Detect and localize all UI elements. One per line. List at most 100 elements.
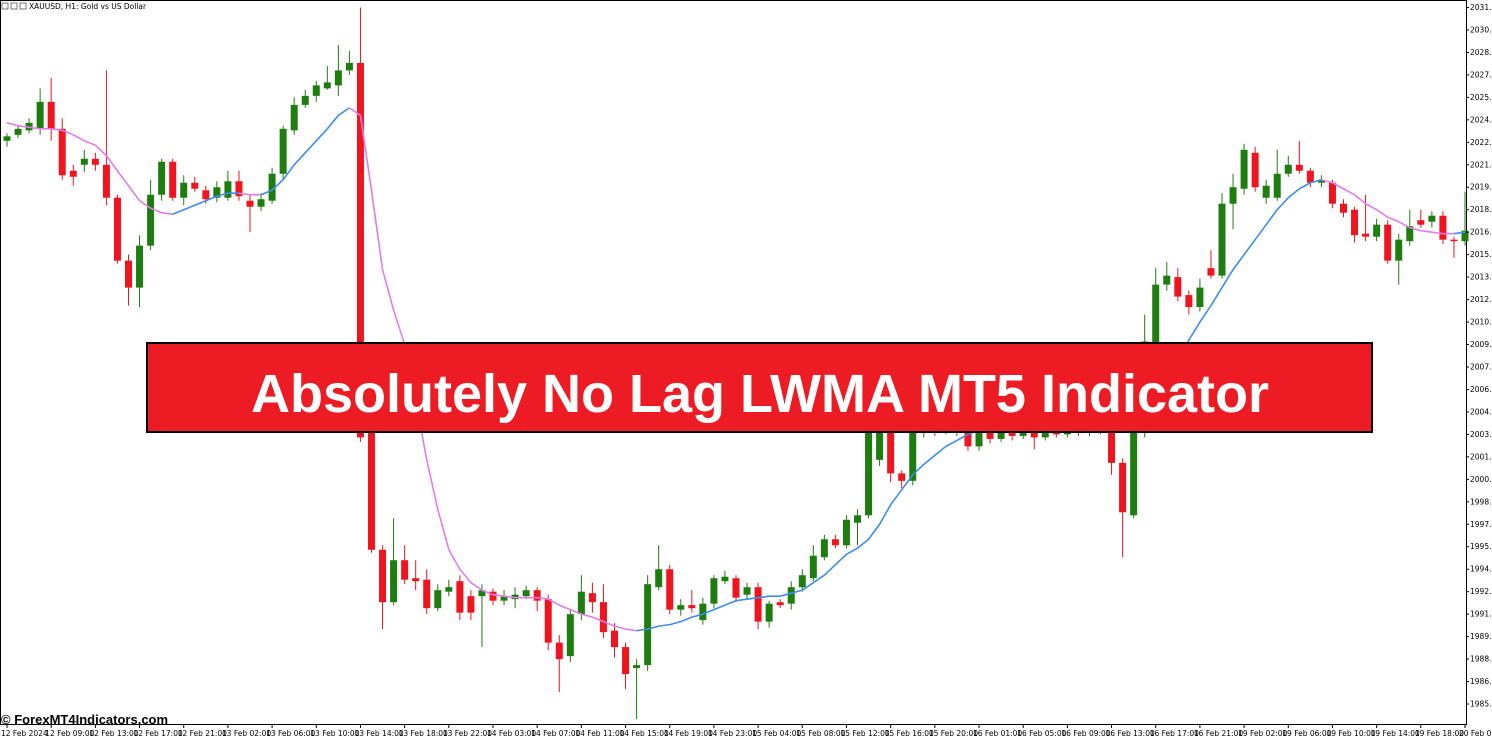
candle-body: [478, 590, 486, 597]
candle-body: [1306, 170, 1314, 183]
y-tick-label: 2013.9: [1470, 273, 1492, 282]
candle-body: [854, 515, 861, 523]
candle-body: [1251, 152, 1259, 188]
candle-body: [809, 555, 817, 579]
lwma-line: [260, 107, 350, 196]
candle-body: [202, 190, 210, 200]
candle-body: [1340, 203, 1347, 213]
candle-body: [334, 70, 342, 86]
candle-body: [158, 161, 166, 195]
lwma-line: [6, 122, 173, 215]
candle-body: [445, 587, 453, 592]
x-tick-label: 15 Feb 20:00: [929, 729, 978, 738]
y-tick-label: 1986.9: [1470, 677, 1492, 686]
candle-body: [1295, 164, 1303, 171]
candle-body: [577, 591, 585, 615]
candle-body: [467, 596, 475, 613]
candle-body: [909, 432, 917, 481]
candle-body: [699, 603, 707, 621]
candle-body: [887, 432, 895, 474]
candle-body: [1196, 287, 1204, 308]
y-tick-label: 2012.4: [1470, 295, 1492, 304]
x-tick-label: 19 Feb 18:00: [1415, 729, 1464, 738]
candle-body: [1406, 226, 1414, 242]
x-tick-label: 13 Feb 18:00: [399, 729, 448, 738]
candle-body: [1417, 220, 1425, 225]
candle-body: [1439, 215, 1447, 240]
candle-body: [1395, 239, 1403, 261]
y-tick-label: 2028.9: [1470, 48, 1492, 57]
candle-body: [180, 182, 188, 198]
x-tick-label: 12 Feb 09:00: [45, 729, 94, 738]
y-tick-label: 2030.4: [1470, 25, 1492, 34]
candle-body: [975, 432, 983, 447]
candle-body: [986, 432, 994, 439]
candle-body: [390, 560, 398, 603]
candle-body: [1163, 275, 1171, 285]
y-tick-label: 1997.4: [1470, 520, 1492, 529]
lwma-line: [238, 192, 262, 196]
candle-body: [1240, 149, 1248, 189]
candle-body: [125, 260, 132, 288]
y-tick-label: 2031.9: [1470, 3, 1492, 12]
chart-title: XAUUSD, H1: Gold vs US Dollar: [29, 2, 147, 11]
x-tick-label: 15 Feb 08:00: [796, 729, 845, 738]
candle-body: [1030, 429, 1038, 438]
candle-body: [633, 665, 641, 669]
candle-body: [1108, 432, 1116, 463]
x-tick-label: 15 Feb 12:00: [840, 729, 889, 738]
candle-body: [721, 576, 729, 582]
candle-body: [224, 181, 232, 198]
candle-body: [776, 602, 784, 606]
candle-body: [290, 104, 298, 131]
x-tick-label: 13 Feb 10:00: [310, 729, 359, 738]
candle-body: [1273, 173, 1281, 198]
candle-body: [1328, 182, 1336, 204]
candle-body: [677, 605, 685, 610]
x-tick-label: 16 Feb 21:00: [1194, 729, 1243, 738]
y-tick-label: 2006.4: [1470, 385, 1492, 394]
x-tick-label: 12 Feb 13:00: [89, 729, 138, 738]
banner-text: Absolutely No Lag LWMA MT5 Indicator: [251, 364, 1269, 424]
candle-body: [412, 578, 420, 582]
y-tick-label: 1992.9: [1470, 587, 1492, 596]
candle-body: [1218, 203, 1226, 276]
icon: [19, 2, 27, 10]
x-tick-label: 16 Feb 01:00: [973, 729, 1022, 738]
x-tick-label: 14 Feb 07:00: [531, 729, 580, 738]
candle-body: [213, 187, 221, 198]
lwma-line: [1453, 231, 1466, 235]
y-tick-label: 1989.9: [1470, 632, 1492, 641]
y-tick-label: 1988.4: [1470, 655, 1492, 664]
lwma-line: [1321, 178, 1454, 235]
candle-body: [688, 605, 696, 609]
candle-body: [1284, 164, 1292, 174]
candle-body: [246, 200, 254, 207]
candle-body: [997, 431, 1005, 439]
y-tick-label: 1991.4: [1470, 610, 1492, 619]
candle-body: [500, 596, 508, 601]
candle-body: [147, 194, 155, 246]
candle-body: [58, 128, 66, 176]
candle-body: [356, 62, 364, 438]
x-tick-label: 16 Feb 05:00: [1017, 729, 1066, 738]
y-tick-label: 1994.4: [1470, 565, 1492, 574]
candle-body: [798, 575, 806, 588]
candle-body: [323, 82, 331, 89]
x-tick-label: 19 Feb 02:00: [1238, 729, 1287, 738]
candle-body: [898, 473, 906, 481]
candle-body: [787, 587, 795, 604]
candle-body: [169, 161, 177, 198]
candle-body: [279, 128, 287, 174]
candle-body: [1130, 432, 1138, 516]
candle-body: [1373, 224, 1381, 237]
candle-body: [820, 539, 828, 558]
candle-body: [3, 136, 11, 141]
x-tick-label: 16 Feb 09:00: [1061, 729, 1110, 738]
y-tick-label: 2001.9: [1470, 452, 1492, 461]
candle-body: [599, 602, 607, 633]
candle-body: [102, 164, 110, 198]
x-tick-label: 19 Feb 06:00: [1282, 729, 1331, 738]
candle-body: [489, 591, 497, 601]
